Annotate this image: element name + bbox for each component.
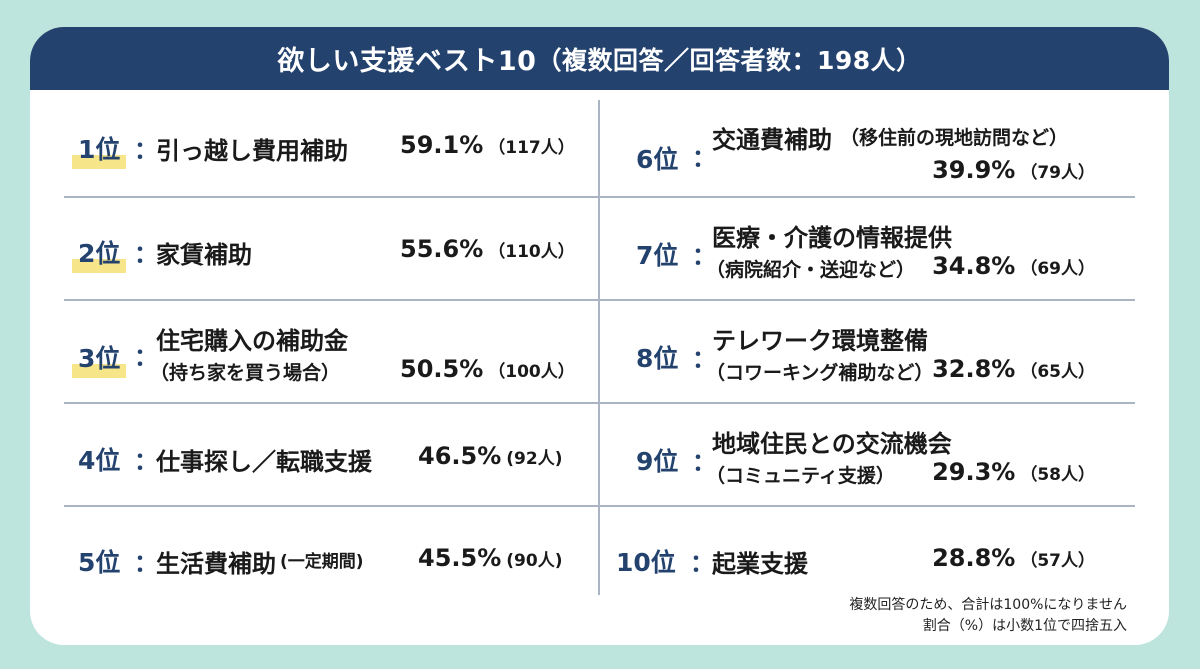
rank-badge: 9位 — [636, 447, 679, 476]
colon: ： — [692, 345, 716, 373]
page-subtitle: （複数回答／回答者数：198人） — [536, 45, 922, 75]
item-sublabel: (一定期間) — [280, 552, 364, 572]
item-label: 医療・介護の情報提供 — [712, 224, 952, 252]
colon: ： — [692, 242, 716, 270]
ranking-row-9: 9位 ： 地域住民との交流機会 （コミュニティ支援） 29.3% （58人） — [600, 404, 1135, 507]
header-bar: 欲しい支援ベスト10 （複数回答／回答者数：198人） — [30, 27, 1169, 90]
ranking-column-right: 6位 ： 交通費補助 （移住前の現地訪問など） 39.9% （79人） 7位 ： … — [600, 100, 1135, 595]
rank-badge: 1位 — [72, 130, 126, 169]
colon: ： — [134, 343, 158, 371]
footnote-line: 複数回答のため、合計は100%になりません — [849, 597, 1127, 613]
colon: ： — [692, 448, 716, 476]
item-label: 交通費補助 — [712, 126, 832, 154]
item-sublabel: （コワーキング補助など） — [706, 362, 934, 384]
rank-badge: 8位 — [636, 344, 679, 373]
colon: ： — [134, 549, 158, 577]
ranking-row-5: 5位 ： 生活費補助 (一定期間) 45.5% (90人) — [64, 507, 598, 595]
rank-badge: 5位 — [78, 548, 121, 577]
ranking-column-left: 1位 ： 引っ越し費用補助 59.1% （117人） 2位 ： 家賃補助 55.6… — [64, 100, 600, 595]
item-value: 59.1% （117人） — [400, 131, 575, 159]
ranking-grid: 1位 ： 引っ越し費用補助 59.1% （117人） 2位 ： 家賃補助 55.6… — [64, 100, 1135, 595]
colon: ： — [134, 447, 158, 475]
rank-highlight — [72, 364, 126, 378]
item-value: 29.3% （58人） — [932, 458, 1095, 486]
item-label: 起業支援 — [712, 550, 808, 578]
rank-highlight — [72, 259, 126, 273]
item-value: 39.9% （79人） — [932, 156, 1095, 184]
rank-badge: 2位 — [72, 234, 126, 273]
ranking-row-8: 8位 ： テレワーク環境整備 （コワーキング補助など） 32.8% （65人） — [600, 301, 1135, 404]
rank-badge: 6位 — [636, 145, 679, 174]
item-value: 28.8% （57人） — [932, 544, 1095, 572]
item-sublabel: （コミュニティ支援） — [706, 465, 895, 487]
footnote-line: 割合（%）は小数1位で四捨五入 — [922, 618, 1127, 634]
rank-badge: 3位 — [72, 339, 126, 378]
item-label: テレワーク環境整備 — [712, 327, 928, 355]
item-label: 住宅購入の補助金 — [156, 327, 348, 355]
page-title: 欲しい支援ベスト10 — [277, 46, 537, 77]
item-value: 32.8% （65人） — [932, 355, 1095, 383]
rank-badge: 7位 — [636, 241, 679, 270]
colon: ： — [690, 549, 714, 577]
ranking-row-4: 4位 ： 仕事探し／転職支援 46.5% (92人) — [64, 404, 598, 507]
item-label: 家賃補助 — [156, 241, 252, 269]
item-value: 50.5% （100人） — [400, 355, 575, 383]
rank-highlight — [72, 155, 126, 169]
ranking-row-10: 10位 ： 起業支援 28.8% （57人） — [600, 507, 1135, 595]
ranking-row-2: 2位 ： 家賃補助 55.6% （110人） — [64, 198, 598, 301]
rank-badge: 10位 — [616, 548, 676, 577]
ranking-row-1: 1位 ： 引っ越し費用補助 59.1% （117人） — [64, 100, 598, 198]
item-label: 引っ越し費用補助 — [156, 137, 348, 165]
item-label: 仕事探し／転職支援 — [156, 448, 372, 476]
ranking-row-7: 7位 ： 医療・介護の情報提供 （病院紹介・送迎など） 34.8% （69人） — [600, 198, 1135, 301]
colon: ： — [692, 144, 716, 172]
rank-badge: 4位 — [78, 446, 121, 475]
item-value: 34.8% （69人） — [932, 252, 1095, 280]
item-value: 45.5% (90人) — [418, 544, 563, 572]
colon: ： — [134, 136, 158, 164]
item-value: 46.5% (92人) — [418, 442, 563, 470]
ranking-card: 欲しい支援ベスト10 （複数回答／回答者数：198人） 1位 ： 引っ越し費用補… — [30, 27, 1169, 645]
item-value: 55.6% （110人） — [400, 235, 575, 263]
ranking-row-6: 6位 ： 交通費補助 （移住前の現地訪問など） 39.9% （79人） — [600, 100, 1135, 198]
item-label: 地域住民との交流機会 — [712, 430, 952, 458]
item-label: 生活費補助 — [156, 550, 276, 578]
item-sublabel: （病院紹介・送迎など） — [706, 259, 916, 281]
item-sublabel: （持ち家を買う場合） — [150, 362, 341, 384]
footnote: 複数回答のため、合計は100%になりません 割合（%）は小数1位で四捨五入 — [849, 595, 1127, 637]
ranking-row-3: 3位 ： 住宅購入の補助金 （持ち家を買う場合） 50.5% （100人） — [64, 301, 598, 404]
colon: ： — [134, 240, 158, 268]
item-sublabel: （移住前の現地訪問など） — [840, 127, 1069, 149]
